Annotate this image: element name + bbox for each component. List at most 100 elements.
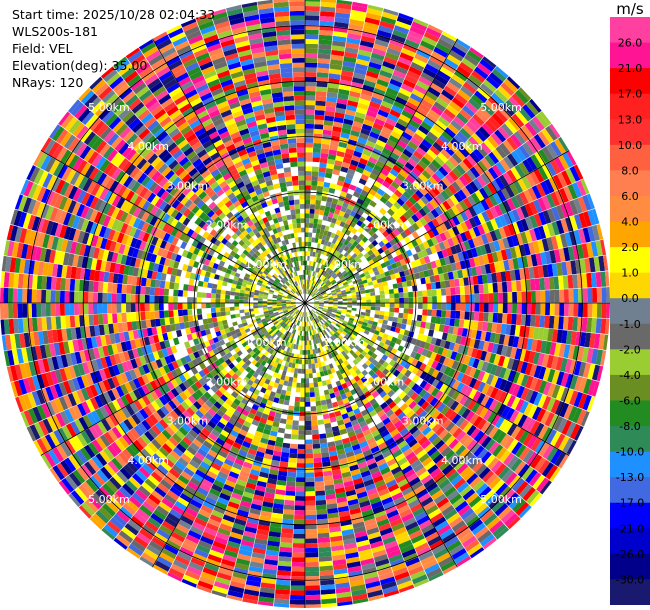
range-gate [483,513,498,527]
range-gate [423,31,440,43]
range-gate [567,184,578,200]
range-gate [275,589,290,595]
range-gate [97,421,108,434]
range-gate [505,99,519,114]
range-gate [378,365,386,373]
range-gate [53,342,61,356]
range-gate [319,20,334,27]
range-gate [301,368,305,374]
range-gate [397,411,406,420]
range-gate [406,280,412,287]
range-gate [437,402,447,413]
range-gate [215,576,231,586]
range-gate [313,288,318,293]
range-gate [262,307,268,310]
range-gate [317,295,323,298]
range-gate [317,67,330,74]
range-gate [323,230,329,236]
range-gate [305,345,308,351]
range-gate [305,57,318,63]
range-gate [155,318,161,327]
range-gate [88,458,100,473]
range-gate [310,335,313,341]
range-gate [507,153,519,167]
range-gate [516,280,522,292]
range-gate [291,363,296,369]
range-gate [309,325,313,331]
range-gate [494,261,501,273]
range-gate [72,377,81,391]
range-gate [348,95,360,103]
range-gate [429,82,444,94]
range-gate [404,74,418,85]
range-gate [339,285,345,290]
range-gate [338,457,348,465]
range-gate [382,417,391,426]
range-gate [410,205,419,214]
range-gate [335,343,341,349]
range-gate [438,501,452,513]
range-gate [366,192,375,201]
range-gate [282,308,288,312]
range-gate [380,16,397,25]
range-gate [145,319,152,329]
range-gate [63,380,72,395]
range-gate [314,300,320,302]
range-gate [383,8,399,16]
range-gate [122,322,129,332]
range-gate [333,568,348,575]
range-gate [425,202,435,212]
range-gate [305,458,314,464]
range-gate [345,42,360,50]
range-gate [487,342,494,353]
range-gate [521,416,532,430]
range-gate [471,133,484,145]
range-gate [383,433,393,442]
range-gate [324,286,329,291]
range-gate [274,593,290,600]
range-gate [318,167,327,173]
range-gate [392,29,408,39]
range-gate [308,311,312,316]
range-gate [342,476,353,483]
range-gate [430,467,442,479]
range-gate [298,316,301,321]
range-gate [429,275,436,283]
range-gate [400,415,410,424]
range-gate [437,70,451,82]
range-gate [467,543,483,556]
range-gate [127,349,135,360]
range-gate [258,324,265,329]
range-gate [329,207,336,214]
range-gate [555,205,565,220]
range-gate [328,306,333,309]
range-gate [332,356,338,362]
range-gate [537,327,545,341]
range-gate [322,259,327,266]
range-gate [442,200,452,211]
range-gate [132,348,140,359]
range-gate [354,67,367,76]
range-gate [479,303,485,312]
range-gate [137,386,146,398]
range-gate [70,421,81,435]
range-gate [166,540,181,551]
range-gate [546,397,556,412]
range-gate [200,330,207,337]
range-gate [322,309,327,313]
range-gate [361,386,369,394]
range-gate [152,453,164,465]
range-gate [279,379,285,385]
range-gate [305,383,310,388]
range-gate [330,459,340,466]
range-gate [355,249,361,256]
range-gate [409,93,423,103]
range-gate [359,383,366,390]
range-gate [407,356,415,365]
range-gate [491,499,505,513]
range-gate [152,411,163,422]
range-gate [343,239,350,246]
range-gate [286,386,292,392]
range-gate [367,376,375,384]
range-gate [305,594,321,600]
